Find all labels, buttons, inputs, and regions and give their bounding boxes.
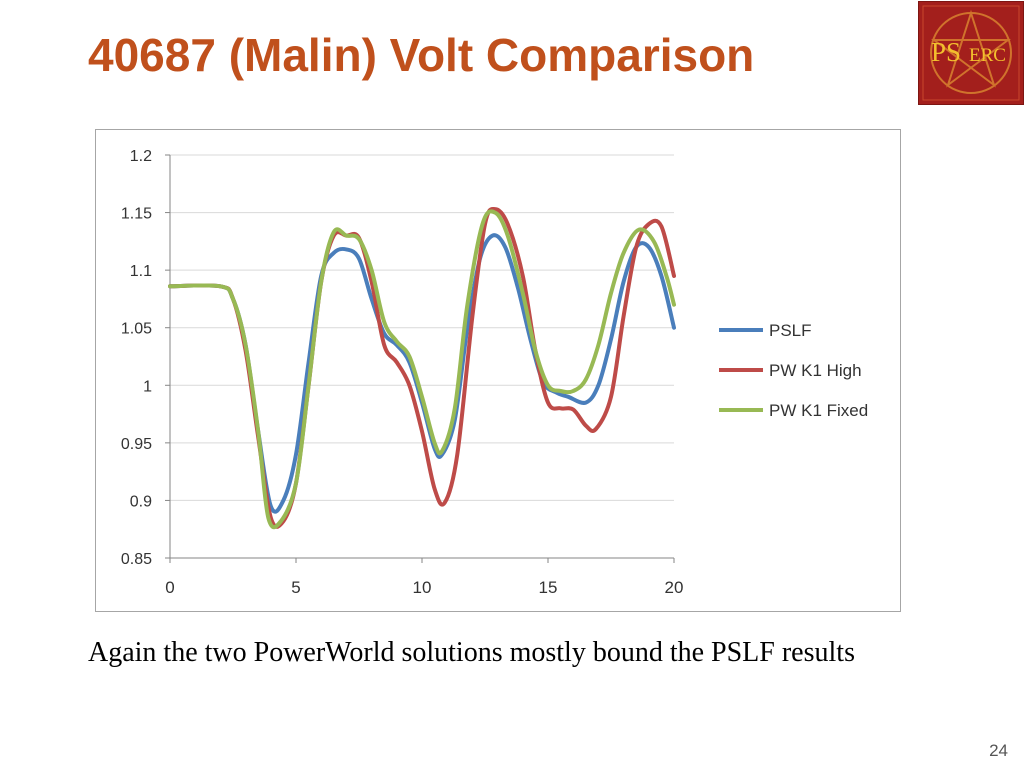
slide-title: 40687 (Malin) Volt Comparison bbox=[88, 29, 755, 81]
logo-text-erc: ERC bbox=[969, 45, 1006, 66]
y-tick-label: 1.05 bbox=[121, 321, 152, 338]
legend-label-pw-k1-fixed: PW K1 Fixed bbox=[769, 401, 868, 420]
logo-text-ps: PS bbox=[931, 37, 961, 67]
x-tick-labels: 0 5 10 15 20 bbox=[165, 578, 683, 597]
y-tick-label: 1 bbox=[143, 378, 152, 395]
y-tick-label: 0.85 bbox=[121, 551, 152, 568]
legend-label-pw-k1-high: PW K1 High bbox=[769, 361, 862, 380]
voltage-line-chart: 0.85 0.9 0.95 1 1.05 1.1 1.15 1.2 0 5 10 15 20 PSLF… bbox=[121, 148, 868, 597]
grid-layer bbox=[165, 154, 675, 563]
logo-background bbox=[918, 1, 1024, 105]
series-line-pw-k1-high bbox=[168, 206, 676, 529]
page-number: 24 bbox=[989, 741, 1008, 760]
chart-frame: 0.85 0.9 0.95 1 1.05 1.1 1.15 1.2 0 5 10 15 20 PSLF… bbox=[95, 129, 901, 612]
legend: PSLF PW K1 High PW K1 Fixed bbox=[719, 321, 868, 420]
slide-caption: Again the two PowerWorld solutions mostl… bbox=[88, 637, 855, 668]
series-layer bbox=[168, 206, 676, 530]
series-line-pslf bbox=[168, 233, 676, 514]
y-tick-label: 1.1 bbox=[130, 263, 152, 280]
y-tick-labels: 0.85 0.9 0.95 1 1.05 1.1 1.15 1.2 bbox=[121, 148, 152, 568]
y-tick-label: 1.15 bbox=[121, 206, 152, 223]
x-tick-label: 20 bbox=[665, 578, 684, 597]
x-tick-label: 15 bbox=[539, 578, 558, 597]
x-tick-label: 10 bbox=[413, 578, 432, 597]
series-line-pw-k1-fixed bbox=[168, 209, 676, 530]
y-tick-label: 1.2 bbox=[130, 148, 152, 165]
y-tick-label: 0.9 bbox=[130, 493, 152, 510]
star-seal-icon bbox=[930, 9, 1012, 94]
x-tick-label: 5 bbox=[291, 578, 300, 597]
y-tick-label: 0.95 bbox=[121, 436, 152, 453]
legend-label-pslf: PSLF bbox=[769, 321, 812, 340]
x-tick-label: 0 bbox=[165, 578, 174, 597]
pserc-logo: PS ERC bbox=[918, 1, 1024, 105]
